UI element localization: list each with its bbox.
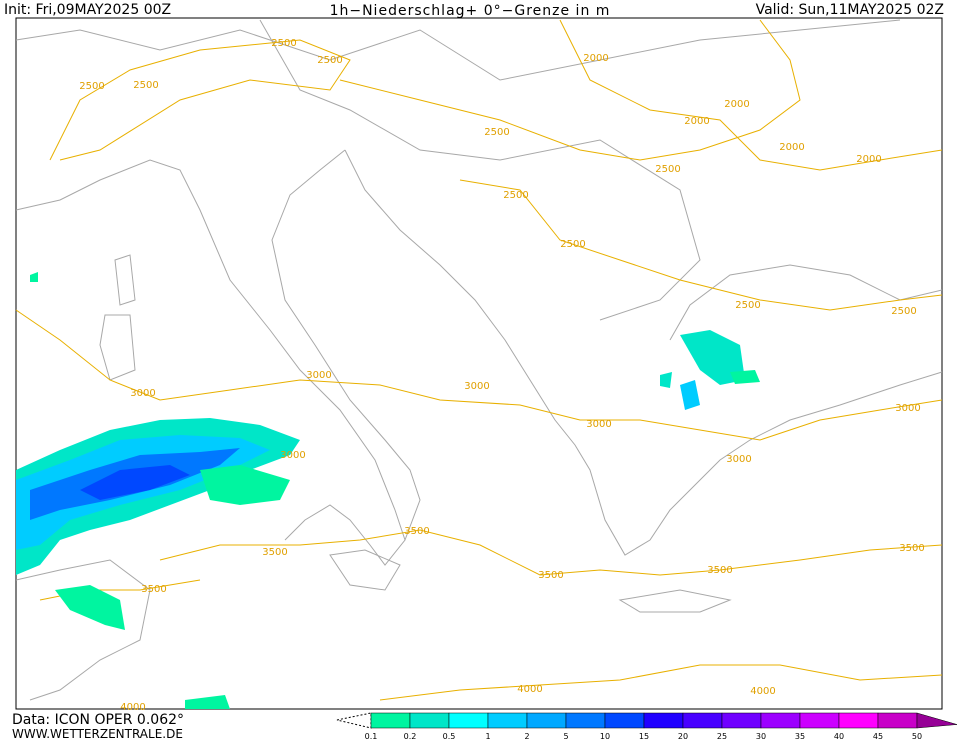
colorbar-label: 20: [678, 732, 688, 741]
colorbar-label: 30: [756, 732, 766, 741]
map-title: 1h−Niederschlag+ 0°−Grenze in m: [330, 3, 611, 19]
contour-label: 3500: [404, 526, 429, 537]
colorbar-box: [682, 712, 723, 729]
contour-label: 2500: [560, 239, 585, 250]
contour-label: 4000: [750, 686, 775, 697]
colorbar-label: 15: [639, 732, 649, 741]
contour-label: 2500: [735, 300, 760, 311]
contour-label: 2500: [484, 127, 509, 138]
contour-label: 2500: [79, 81, 104, 92]
contour-label: 3000: [895, 403, 920, 414]
colorbar: 0.1 0.2 0.5 1 2 5 10 15 20 25 30 35 40 45 50: [336, 712, 958, 741]
colorbar-box: [448, 712, 489, 729]
colorbar-box: [721, 712, 762, 729]
colorbar-box: [487, 712, 528, 729]
contour-label: 2000: [583, 53, 608, 64]
valid-time: Valid: Sun,11MAY2025 02Z: [756, 2, 944, 18]
contour-label: 2500: [891, 306, 916, 317]
contour-label: 2500: [655, 164, 680, 175]
data-source: Data: ICON OPER 0.062°: [12, 712, 184, 728]
website: WWW.WETTERZENTRALE.DE: [12, 727, 183, 741]
contour-label: 3000: [280, 450, 305, 461]
colorbar-box: [409, 712, 450, 729]
contour-label: 3000: [464, 381, 489, 392]
colorbar-label: 1: [485, 732, 490, 741]
colorbar-box: [838, 712, 879, 729]
colorbar-box: [604, 712, 645, 729]
colorbar-label: 5: [563, 732, 568, 741]
colorbar-lower-arrow: [336, 712, 372, 729]
colorbar-label: 45: [873, 732, 883, 741]
contour-label: 3000: [306, 370, 331, 381]
contour-label: 3500: [538, 570, 563, 581]
colorbar-label: 50: [912, 732, 922, 741]
colorbar-box: [565, 712, 606, 729]
contour-label: 2000: [724, 99, 749, 110]
colorbar-label: 10: [600, 732, 610, 741]
contour-label: 3500: [899, 543, 924, 554]
contour-label: 2000: [779, 142, 804, 153]
map-frame: [15, 17, 943, 710]
colorbar-label: 25: [717, 732, 727, 741]
contour-label: 4000: [120, 702, 145, 713]
colorbar-box: [526, 712, 567, 729]
contour-labels: 2500 2500 2500 2500 2000 2000 2000 2000 2000 2500…: [79, 38, 924, 713]
colorbar-box: [370, 712, 411, 729]
colorbar-box: [643, 712, 684, 729]
colorbar-box: [877, 712, 918, 729]
contour-label: 3500: [141, 584, 166, 595]
colorbar-label: 2: [524, 732, 529, 741]
contour-label: 3000: [726, 454, 751, 465]
contour-label: 3000: [586, 419, 611, 430]
init-time: Init: Fri,09MAY2025 00Z: [4, 2, 171, 18]
colorbar-label: 40: [834, 732, 844, 741]
contour-label: 2500: [503, 190, 528, 201]
contour-label: 2000: [856, 154, 881, 165]
colorbar-label: 0.5: [443, 732, 456, 741]
contour-label: 3500: [262, 547, 287, 558]
contour-label: 2500: [133, 80, 158, 91]
contour-label: 3500: [707, 565, 732, 576]
contour-label: 2500: [271, 38, 296, 49]
colorbar-upper-arrow: [916, 712, 958, 729]
contour-label: 2500: [317, 55, 342, 66]
colorbar-box: [799, 712, 840, 729]
colorbar-label: 35: [795, 732, 805, 741]
coastlines: [15, 19, 943, 701]
contour-label: 3000: [130, 388, 155, 399]
precipitation: [16, 272, 760, 709]
colorbar-label: 0.2: [404, 732, 417, 741]
contour-label: 2000: [684, 116, 709, 127]
contour-label: 4000: [517, 684, 542, 695]
freezing-level-isolines: [15, 19, 943, 701]
colorbar-label: 0.1: [365, 732, 378, 741]
colorbar-box: [760, 712, 801, 729]
